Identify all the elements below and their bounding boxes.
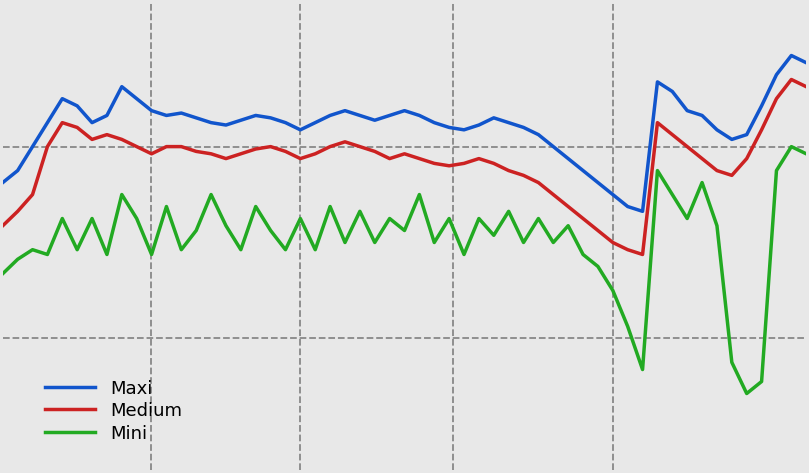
Maxi (727, 137, 737, 142)
Mini (742, 391, 752, 396)
Medium (772, 96, 781, 102)
Line: Mini: Mini (2, 147, 807, 394)
Mini (295, 216, 305, 221)
Medium (87, 137, 97, 142)
Mini (192, 228, 201, 233)
Line: Maxi: Maxi (2, 55, 807, 211)
Mini (786, 144, 796, 149)
Medium (637, 252, 647, 257)
Medium (192, 149, 201, 154)
Maxi (786, 53, 796, 58)
Maxi (192, 115, 201, 121)
Mini (0, 271, 7, 277)
Legend: Maxi, Medium, Mini: Maxi, Medium, Mini (36, 371, 191, 452)
Medium (295, 156, 305, 161)
Maxi (637, 209, 647, 214)
Mini (802, 151, 809, 157)
Mini (87, 216, 97, 221)
Maxi (772, 72, 781, 78)
Medium (786, 77, 796, 82)
Mini (146, 252, 156, 257)
Line: Medium: Medium (2, 79, 807, 254)
Maxi (295, 127, 305, 132)
Medium (727, 173, 737, 178)
Maxi (802, 60, 809, 66)
Mini (772, 168, 781, 174)
Maxi (0, 180, 7, 185)
Medium (0, 223, 7, 228)
Mini (712, 223, 722, 228)
Maxi (87, 120, 97, 125)
Maxi (146, 108, 156, 114)
Medium (802, 84, 809, 89)
Medium (146, 151, 156, 157)
